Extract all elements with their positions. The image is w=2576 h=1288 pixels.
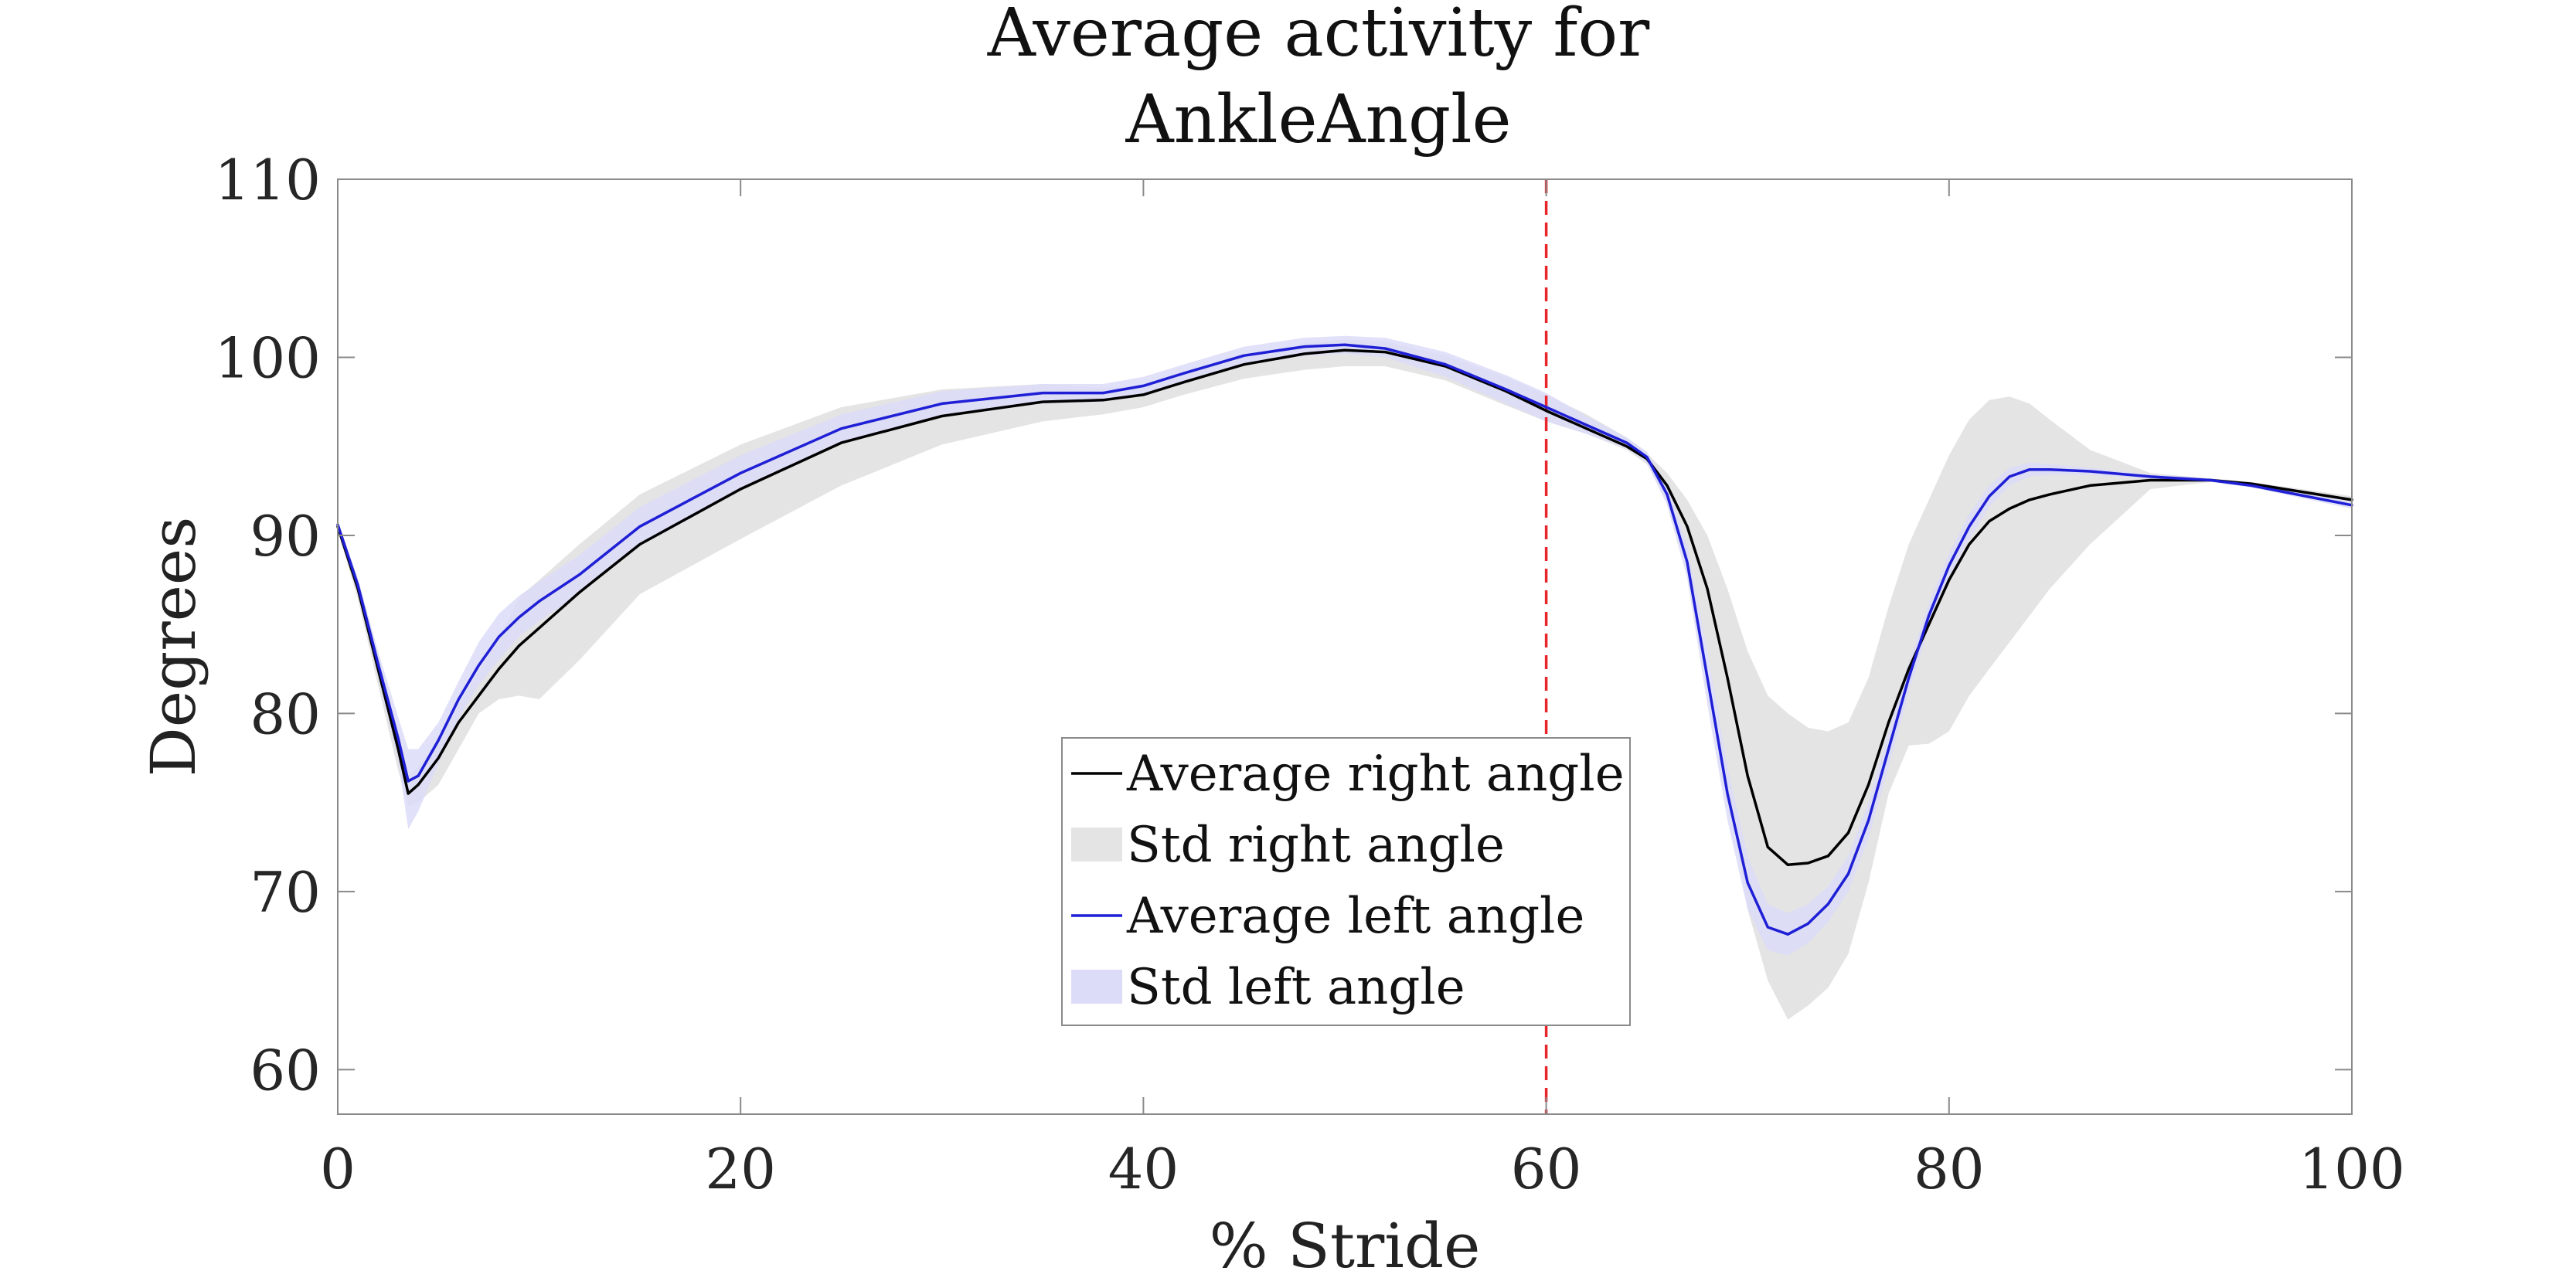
- average-lines: [336, 343, 2353, 936]
- std-right-angle-band: [338, 339, 2352, 1020]
- x-tick-labels: 0 20 40 60 80 100: [320, 1137, 2405, 1201]
- legend-label-average-right-angle: Average right angle: [1126, 746, 1625, 803]
- y-tick-label: 100: [215, 325, 321, 390]
- x-tick-label: 20: [705, 1137, 776, 1201]
- x-tick-label: 80: [1914, 1137, 1985, 1201]
- std-bands: [338, 335, 2352, 1020]
- x-tick-label: 100: [2299, 1137, 2404, 1201]
- legend-label-std-left-angle: Std left angle: [1127, 959, 1465, 1016]
- y-tick-label: 80: [250, 681, 321, 746]
- chart-title-line-1: Average activity for: [987, 0, 1650, 72]
- y-tick-label: 90: [250, 504, 321, 569]
- legend: Average right angle Std right angle Averag…: [1061, 737, 1631, 1026]
- legend-label-average-left-angle: Average left angle: [1126, 888, 1584, 945]
- x-tick-label: 0: [320, 1137, 356, 1201]
- chart-title-line-2: AnkleAngle: [1125, 81, 1512, 158]
- y-tick-label: 110: [215, 148, 321, 212]
- legend-swatch-std-left-angle: [1071, 970, 1122, 1004]
- y-tick-label: 60: [250, 1038, 321, 1103]
- x-tick-label: 40: [1108, 1137, 1179, 1201]
- y-tick-labels: 60 70 80 90 100 110: [215, 148, 321, 1103]
- average-right-angle-line: [336, 348, 2353, 867]
- y-axis-label: Degrees: [138, 517, 209, 777]
- plot-frame: [337, 178, 2353, 1115]
- legend-swatch-std-right-angle: [1071, 828, 1122, 861]
- y-tick-label: 70: [250, 860, 321, 925]
- legend-label-std-right-angle: Std right angle: [1127, 817, 1505, 874]
- x-tick-label: 60: [1511, 1137, 1582, 1201]
- average-left-angle-line: [336, 343, 2353, 936]
- legend-box: [1061, 737, 1631, 1026]
- x-axis-label: % Stride: [1210, 1210, 1481, 1282]
- axis-ticks: [337, 178, 2353, 1114]
